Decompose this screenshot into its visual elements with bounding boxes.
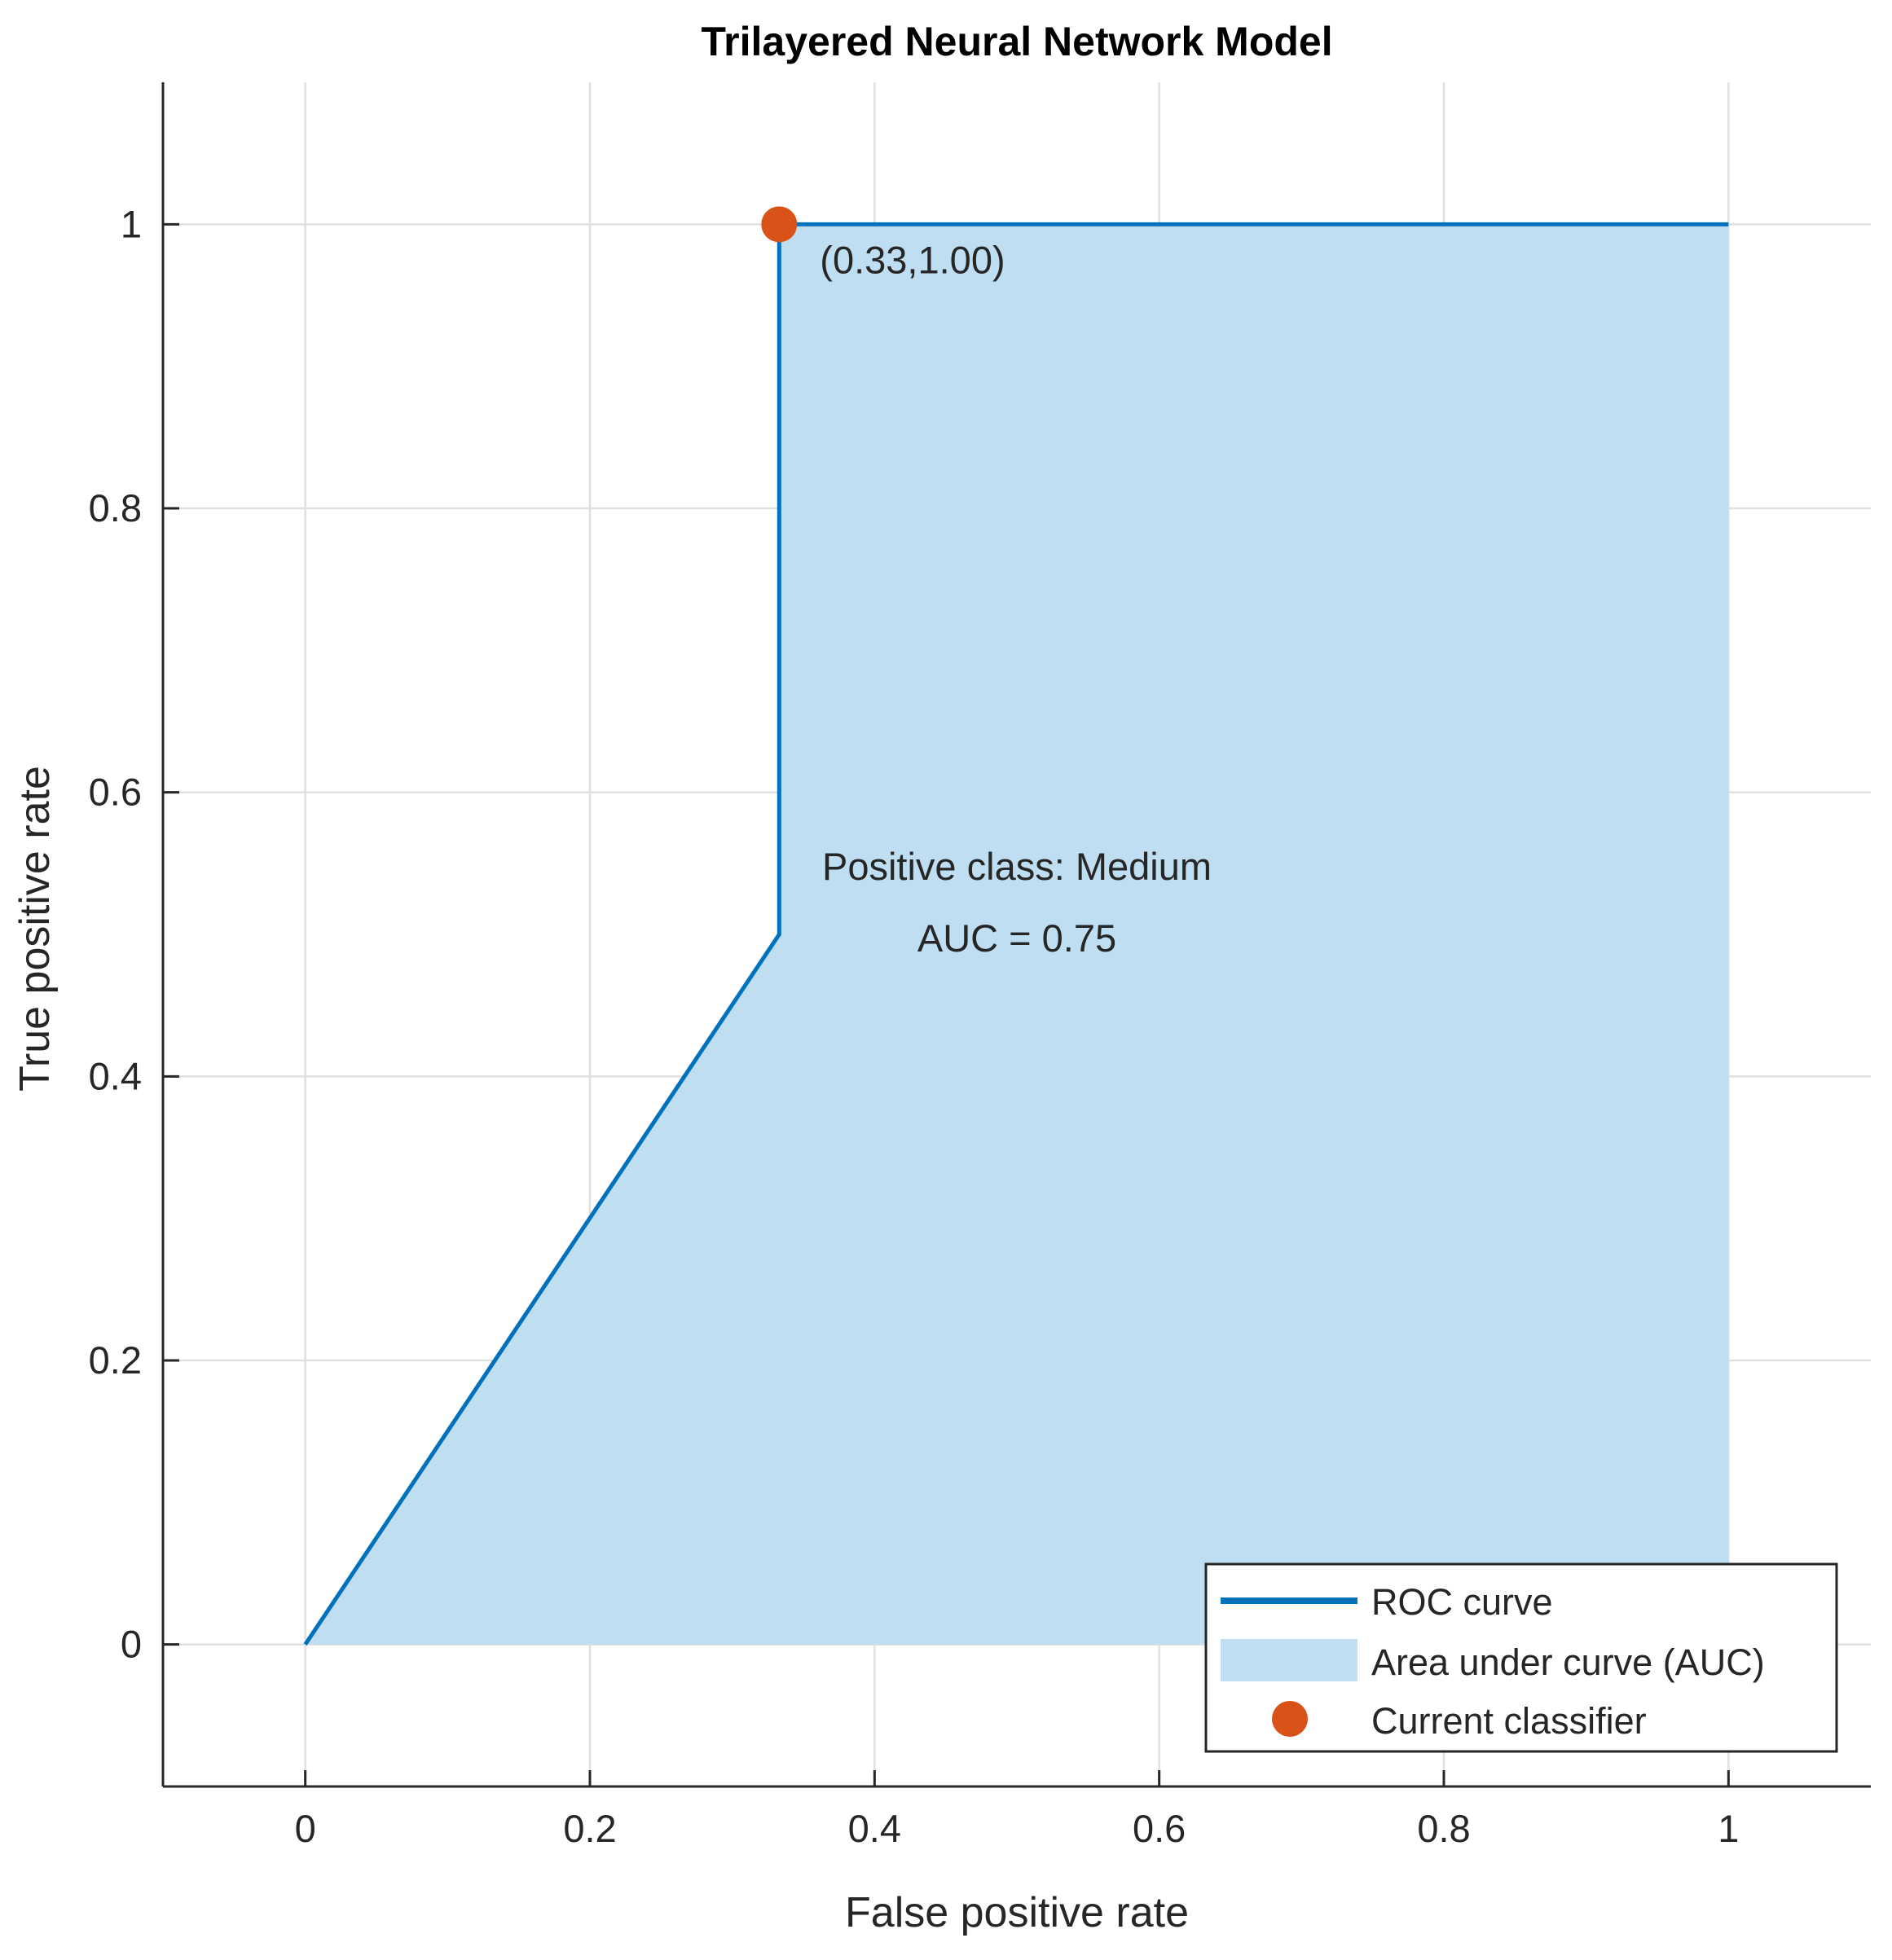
x-tick-label-3: 0.6 <box>1133 1807 1186 1850</box>
legend-auc-swatch <box>1221 1639 1357 1681</box>
y-tick-label-1: 0.2 <box>89 1338 142 1382</box>
auc-area <box>305 224 1729 1645</box>
y-axis-label: True positive rate <box>11 766 59 1092</box>
y-tick-label-5: 1 <box>121 202 142 245</box>
x-tick-label-2: 0.4 <box>848 1807 901 1850</box>
legend-label-auc: Area under curve (AUC) <box>1371 1641 1765 1683</box>
y-tick-label-3: 0.6 <box>89 771 142 814</box>
current-classifier-point <box>761 206 798 243</box>
y-tick-label-2: 0.4 <box>89 1054 142 1097</box>
x-tick-label-0: 0 <box>295 1807 316 1850</box>
legend: ROC curve Area under curve (AUC) Current… <box>1204 1562 1838 1753</box>
current-classifier-layer: (0.33,1.00) <box>761 206 1005 281</box>
x-tick-label-1: 0.2 <box>563 1807 616 1850</box>
legend-label-roc: ROC curve <box>1371 1581 1553 1623</box>
y-tick-label-0: 0 <box>121 1623 142 1666</box>
x-tick-label-5: 1 <box>1718 1807 1739 1850</box>
x-tick-label-4: 0.8 <box>1417 1807 1470 1850</box>
positive-class-annotation: Positive class: Medium <box>822 845 1212 888</box>
tick-labels: 0 0.2 0.4 0.6 0.8 1 0 0.2 0.4 0.6 0.8 1 <box>89 202 1740 1850</box>
auc-area-layer <box>305 224 1729 1645</box>
current-classifier-label: (0.33,1.00) <box>820 238 1005 281</box>
chart-title: Trilayered Neural Network Model <box>701 19 1332 64</box>
auc-annotation: AUC = 0.75 <box>917 916 1116 960</box>
roc-curve-layer <box>303 222 1729 1646</box>
roc-curve-line <box>303 222 1729 1646</box>
y-tick-label-4: 0.8 <box>89 486 142 530</box>
legend-classifier-swatch <box>1272 1701 1308 1737</box>
x-axis-label: False positive rate <box>845 1889 1189 1936</box>
legend-label-classifier: Current classifier <box>1371 1700 1647 1742</box>
axes <box>161 82 1871 1788</box>
